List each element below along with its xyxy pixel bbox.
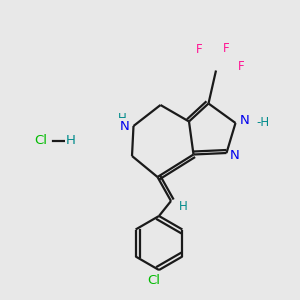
Text: -H: -H xyxy=(256,116,269,130)
Text: Cl: Cl xyxy=(34,134,47,148)
Text: N: N xyxy=(120,119,129,133)
Text: H: H xyxy=(66,134,75,148)
Text: F: F xyxy=(196,43,203,56)
Text: N: N xyxy=(230,149,240,163)
Text: Cl: Cl xyxy=(147,274,160,287)
Text: N: N xyxy=(240,114,249,127)
Text: F: F xyxy=(223,41,230,55)
Text: H: H xyxy=(178,200,188,213)
Text: F: F xyxy=(238,59,245,73)
Text: H: H xyxy=(118,112,127,125)
